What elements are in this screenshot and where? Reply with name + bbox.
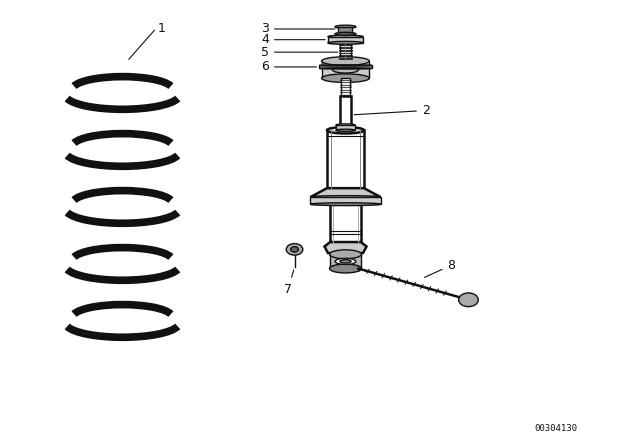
Polygon shape (339, 27, 353, 34)
Ellipse shape (340, 260, 351, 263)
Text: 1: 1 (157, 22, 165, 34)
Circle shape (459, 293, 478, 307)
Text: 5: 5 (261, 46, 338, 59)
Text: 00304130: 00304130 (534, 424, 577, 433)
Text: 4: 4 (261, 33, 325, 46)
Ellipse shape (328, 41, 363, 44)
Text: 8: 8 (424, 258, 456, 277)
Ellipse shape (319, 65, 372, 66)
Bar (341, 78, 349, 96)
Ellipse shape (330, 264, 362, 273)
Bar (340, 44, 351, 60)
Ellipse shape (335, 25, 356, 28)
Ellipse shape (336, 129, 355, 131)
Ellipse shape (327, 127, 364, 134)
Bar (319, 65, 372, 69)
Ellipse shape (310, 196, 381, 198)
Polygon shape (310, 188, 381, 197)
Ellipse shape (330, 250, 362, 259)
Ellipse shape (321, 57, 369, 65)
Bar (327, 130, 364, 188)
Ellipse shape (328, 35, 363, 38)
Circle shape (291, 247, 298, 252)
Ellipse shape (335, 258, 356, 264)
Text: 3: 3 (261, 22, 335, 35)
Ellipse shape (319, 68, 372, 69)
Ellipse shape (335, 32, 356, 35)
Polygon shape (324, 242, 367, 253)
Ellipse shape (332, 66, 358, 73)
Text: 2: 2 (354, 104, 430, 117)
Circle shape (286, 244, 303, 255)
Bar (310, 197, 381, 204)
Ellipse shape (336, 124, 355, 126)
Bar (328, 37, 363, 43)
Bar (321, 61, 369, 78)
Ellipse shape (310, 203, 381, 206)
Text: 7: 7 (284, 270, 294, 296)
Ellipse shape (321, 74, 369, 82)
Bar (336, 125, 355, 130)
Bar (340, 96, 351, 125)
Text: 6: 6 (261, 60, 316, 73)
Bar (330, 204, 361, 242)
Bar (330, 254, 362, 268)
